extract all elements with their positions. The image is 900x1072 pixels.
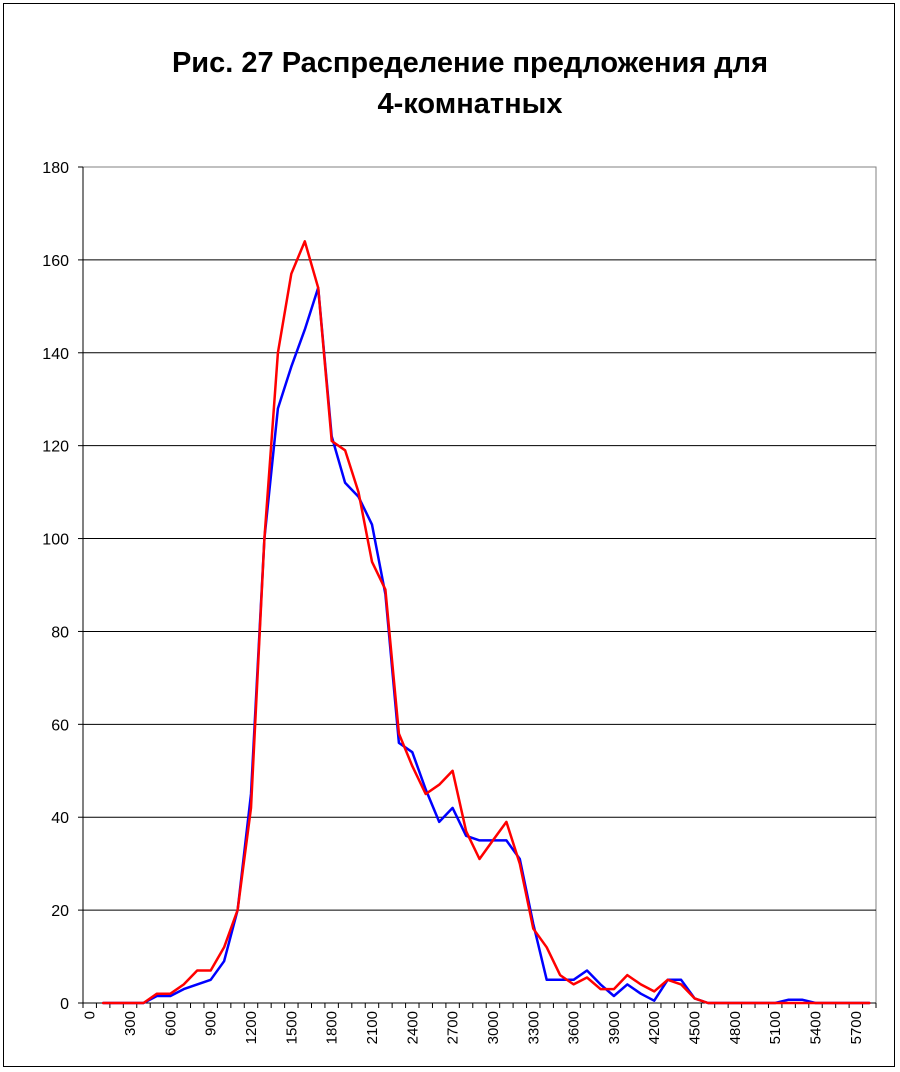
y-tick-label-100: 100 — [42, 532, 69, 549]
x-tick-label-5400: 5400 — [808, 1011, 825, 1044]
x-tick-label-2100: 2100 — [364, 1011, 381, 1044]
y-tick-label-20: 20 — [51, 903, 69, 920]
x-tick-label-3000: 3000 — [485, 1011, 502, 1044]
series-line-2 — [101, 240, 871, 1005]
x-tick-label-0: 0 — [82, 1011, 99, 1019]
chart-title-line-2: 4-комнатных — [378, 88, 563, 120]
y-tick-label-60: 60 — [51, 717, 69, 734]
x-tick-label-5100: 5100 — [767, 1011, 784, 1044]
plot-border — [82, 166, 877, 1004]
x-tick-label-300: 300 — [122, 1011, 139, 1036]
y-tick-label-140: 140 — [42, 346, 69, 363]
x-tick-label-3300: 3300 — [525, 1011, 542, 1044]
y-tick-label-0: 0 — [60, 996, 69, 1013]
x-tick-label-5700: 5700 — [848, 1011, 865, 1044]
x-tick-label-4800: 4800 — [727, 1011, 744, 1044]
x-tick-label-4500: 4500 — [687, 1011, 704, 1044]
x-tick-label-1200: 1200 — [243, 1011, 260, 1044]
chart-title-line-1: Рис. 27 Распределение предложения для — [172, 47, 768, 79]
y-tick-label-80: 80 — [51, 624, 69, 641]
x-tick-label-2400: 2400 — [404, 1011, 421, 1044]
x-tick-label-2700: 2700 — [445, 1011, 462, 1044]
y-tick-label-180: 180 — [42, 160, 69, 177]
x-tick-label-3900: 3900 — [606, 1011, 623, 1044]
y-tick-label-40: 40 — [51, 810, 69, 827]
series-line-1 — [101, 286, 871, 1005]
x-tick-label-900: 900 — [203, 1011, 220, 1036]
x-tick-label-600: 600 — [162, 1011, 179, 1036]
x-tick-label-1500: 1500 — [283, 1011, 300, 1044]
x-tick-label-3600: 3600 — [566, 1011, 583, 1044]
chart-frame — [3, 3, 895, 1067]
y-tick-label-120: 120 — [42, 439, 69, 456]
x-tick-label-4200: 4200 — [646, 1011, 663, 1044]
x-tick-label-1800: 1800 — [324, 1011, 341, 1044]
y-tick-label-160: 160 — [42, 253, 69, 270]
